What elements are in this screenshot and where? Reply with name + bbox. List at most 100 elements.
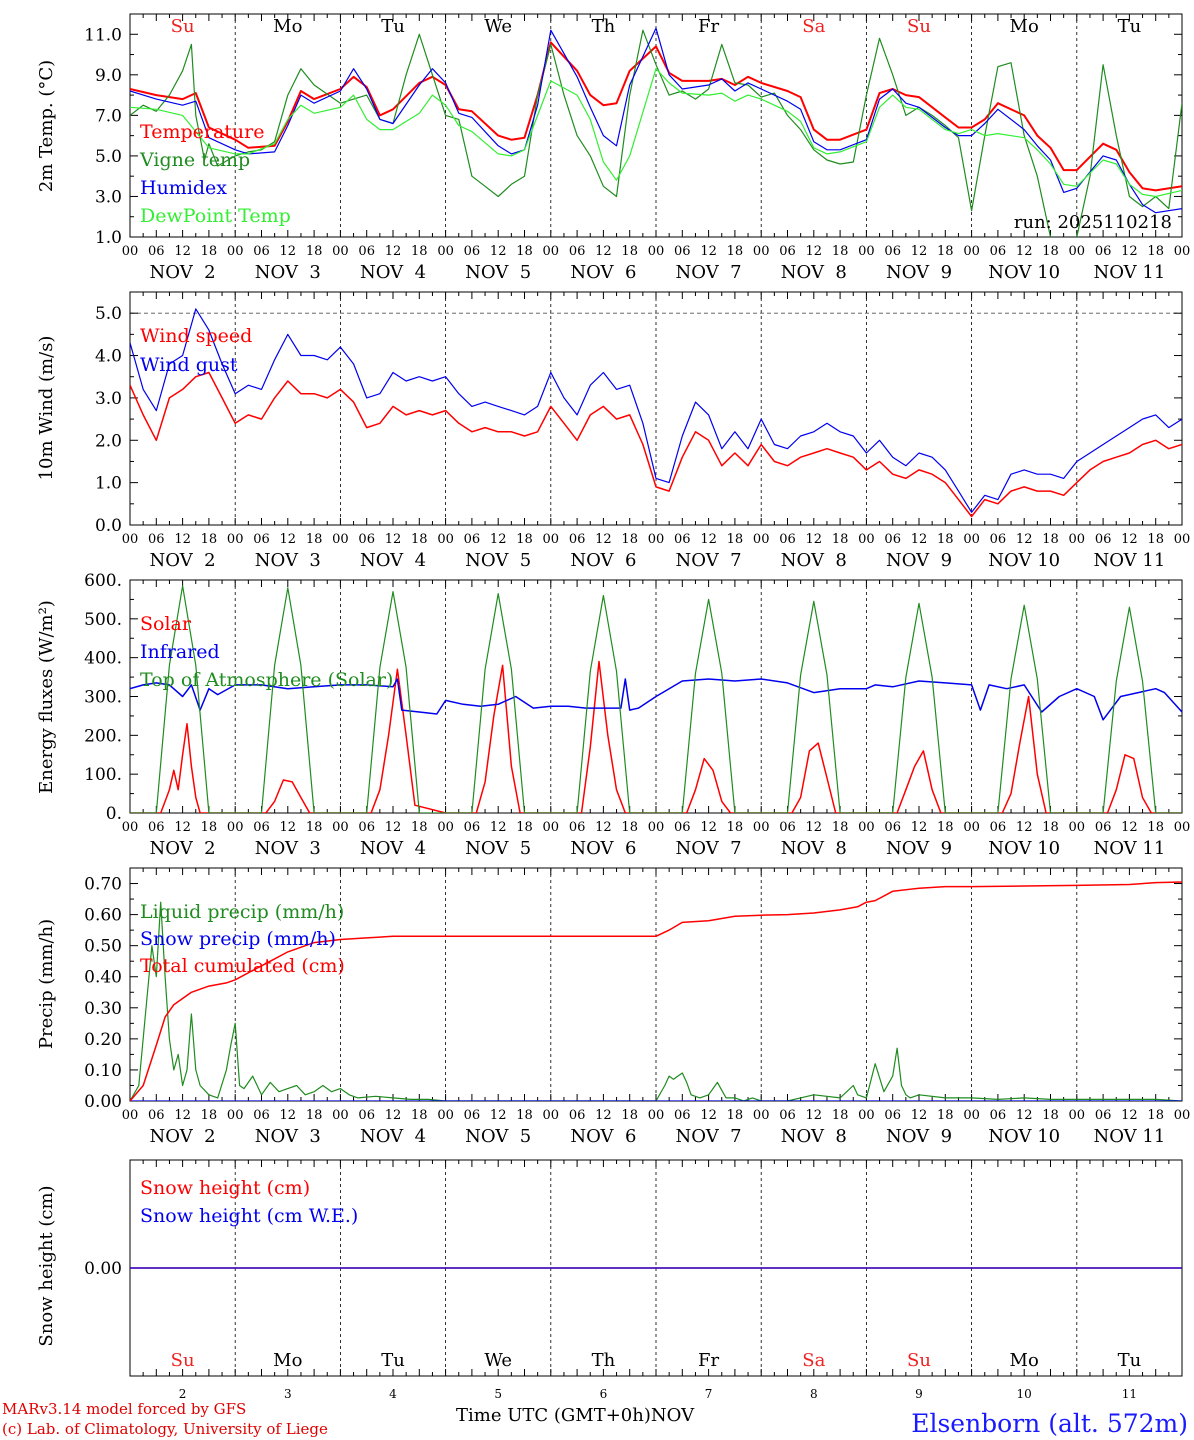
hour-tick-label: 18 <box>516 532 533 547</box>
hour-tick-label: 18 <box>937 244 954 259</box>
date-label: NOV 8 <box>781 838 847 859</box>
weekday-label: Fr <box>698 1350 719 1371</box>
hour-tick-label: 18 <box>516 244 533 259</box>
hour-tick-label: 06 <box>148 244 165 259</box>
hour-tick-label: 06 <box>253 1108 270 1123</box>
hour-tick-label: 18 <box>306 244 323 259</box>
date-label: NOV 5 <box>465 838 531 859</box>
day-number-label: 8 <box>810 1387 818 1401</box>
hour-tick-label: 12 <box>174 820 191 835</box>
date-label: NOV 3 <box>255 550 321 571</box>
series-solar <box>130 660 1182 813</box>
hour-tick-label: 12 <box>595 820 612 835</box>
day-number-label: 3 <box>284 1387 292 1401</box>
hour-tick-label: 00 <box>963 532 980 547</box>
hour-tick-label: 12 <box>490 1108 507 1123</box>
panel-1: 1.0 3.0 5.0 7.0 9.0 11.0 2m Temp. (°C) 00 06 12 18… <box>36 13 1190 283</box>
hour-tick-label: 12 <box>490 244 507 259</box>
hour-tick-label: 12 <box>385 244 402 259</box>
y-tick-label: 7.0 <box>95 106 122 126</box>
date-label: NOV 2 <box>150 262 216 283</box>
y-axis-title: 2m Temp. (°C) <box>36 60 57 192</box>
legend-entry: Liquid precip (mm/h) <box>140 901 344 923</box>
date-label: NOV 10 <box>988 262 1060 283</box>
y-tick-label: 0.00 <box>84 1259 122 1279</box>
hour-tick-label: 06 <box>674 1108 691 1123</box>
station-name: Elsenborn (alt. 572m) <box>911 1409 1188 1438</box>
date-label: NOV 5 <box>465 262 531 283</box>
weekday-label: Mo <box>1010 1350 1039 1371</box>
run-annotation: run: 2025110218 <box>1014 212 1172 233</box>
hour-tick-label: 00 <box>332 244 349 259</box>
date-label: NOV 3 <box>255 1126 321 1147</box>
hour-tick-label: 00 <box>1069 820 1086 835</box>
date-label: NOV 10 <box>988 838 1060 859</box>
hour-tick-label: 00 <box>227 1108 244 1123</box>
weekday-label: We <box>484 16 512 37</box>
hour-tick-label: 00 <box>753 820 770 835</box>
hour-tick-label: 18 <box>1147 1108 1164 1123</box>
hour-tick-label: 18 <box>727 244 744 259</box>
hour-tick-label: 18 <box>1147 820 1164 835</box>
hour-tick-label: 06 <box>884 532 901 547</box>
series-dewpoint-temp <box>130 68 1182 198</box>
hour-tick-label: 18 <box>621 532 638 547</box>
hour-tick-label: 18 <box>621 820 638 835</box>
legend-entry: Total cumulated (cm) <box>140 955 345 977</box>
hour-tick-label: 18 <box>306 820 323 835</box>
hour-tick-label: 00 <box>1174 1108 1191 1123</box>
y-tick-label: 1.0 <box>95 228 122 248</box>
hour-tick-label: 00 <box>1069 1108 1086 1123</box>
hour-tick-label: 06 <box>990 1108 1007 1123</box>
hour-tick-label: 06 <box>358 532 375 547</box>
hour-tick-label: 18 <box>1042 820 1059 835</box>
legend-entry: Snow height (cm) <box>140 1177 310 1199</box>
hour-tick-label: 06 <box>1095 244 1112 259</box>
weekday-label: Sa <box>802 1350 825 1371</box>
weekday-label: Su <box>907 1350 931 1371</box>
y-tick-label: 400. <box>84 649 122 669</box>
hour-tick-label: 18 <box>411 244 428 259</box>
date-label: NOV 8 <box>781 262 847 283</box>
hour-tick-label: 12 <box>1016 1108 1033 1123</box>
date-label: NOV 3 <box>255 838 321 859</box>
hour-tick-label: 18 <box>306 532 323 547</box>
hour-tick-label: 06 <box>674 820 691 835</box>
date-label: NOV 10 <box>988 1126 1060 1147</box>
hour-tick-label: 18 <box>727 820 744 835</box>
hour-tick-label: 06 <box>884 244 901 259</box>
series-vigne-temp <box>130 29 1182 237</box>
hour-tick-label: 00 <box>122 1108 139 1123</box>
y-tick-label: 0.00 <box>84 1092 122 1112</box>
hour-tick-label: 18 <box>727 1108 744 1123</box>
hour-tick-label: 06 <box>779 1108 796 1123</box>
hour-tick-label: 12 <box>911 1108 928 1123</box>
hour-tick-label: 12 <box>806 532 823 547</box>
hour-tick-label: 00 <box>1069 532 1086 547</box>
series-infrared <box>130 678 1182 721</box>
weekday-label: Mo <box>273 1350 302 1371</box>
hour-tick-label: 06 <box>358 1108 375 1123</box>
panel-2: 0.0 1.0 2.0 3.0 4.0 5.0 10m Wind (m/s) 00 06 12 18… <box>36 291 1190 571</box>
hour-tick-label: 06 <box>884 820 901 835</box>
series-top-of-atmosphere-solar <box>130 585 1182 813</box>
time-axis-month: NOV <box>650 1405 695 1426</box>
y-tick-label: 100. <box>84 765 122 785</box>
hour-tick-label: 12 <box>174 244 191 259</box>
hour-tick-label: 18 <box>201 532 218 547</box>
hour-tick-label: 06 <box>1095 820 1112 835</box>
y-tick-label: 0.70 <box>84 875 122 895</box>
hour-tick-label: 00 <box>227 244 244 259</box>
time-axis-label: Time UTC (GMT+0h)NOV <box>456 1405 694 1426</box>
hour-tick-label: 06 <box>148 532 165 547</box>
hour-tick-label: 06 <box>253 532 270 547</box>
weekday-label: We <box>484 1350 512 1371</box>
hour-tick-label: 18 <box>201 820 218 835</box>
y-tick-label: 0.0 <box>95 516 122 536</box>
hour-tick-label: 00 <box>122 820 139 835</box>
date-label: NOV 11 <box>1093 262 1165 283</box>
hour-tick-label: 00 <box>122 244 139 259</box>
date-label: NOV 9 <box>886 838 952 859</box>
y-tick-label: 0.60 <box>84 906 122 926</box>
weekday-label: Tu <box>381 16 405 37</box>
